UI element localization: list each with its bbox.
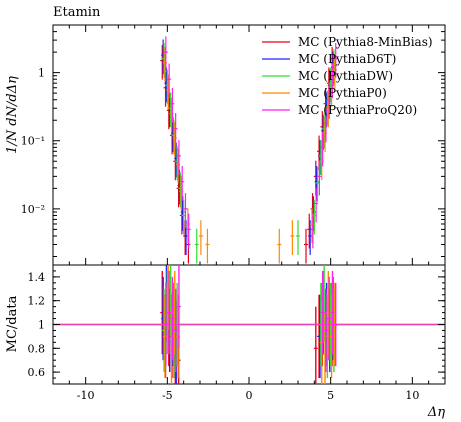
ratio-point bbox=[320, 270, 325, 355]
data-point bbox=[296, 220, 300, 255]
y-tick-label: 10⁻¹ bbox=[21, 135, 45, 148]
data-point bbox=[194, 228, 199, 264]
legend-entry: MC (PythiaProQ20) bbox=[262, 103, 417, 117]
ratio-point bbox=[327, 276, 332, 361]
data-point bbox=[205, 228, 210, 264]
chart-title: Etamin bbox=[53, 5, 101, 20]
svg-text:MC (PythiaD6T): MC (PythiaD6T) bbox=[298, 52, 396, 66]
main-panel: 10⁻² 10⁻¹ 1 1/N dN/dΔη bbox=[5, 24, 446, 266]
legend-entry: MC (PythiaD6T) bbox=[262, 52, 396, 66]
data-point bbox=[314, 187, 319, 223]
y-tick-label: 0.6 bbox=[28, 366, 46, 379]
svg-text:MC (PythiaP0): MC (PythiaP0) bbox=[298, 86, 387, 100]
data-point bbox=[304, 228, 308, 264]
data-point bbox=[317, 160, 322, 196]
data-point bbox=[330, 63, 335, 99]
svg-text:MC (PythiaDW): MC (PythiaDW) bbox=[298, 69, 393, 83]
x-tick-label: -5 bbox=[162, 389, 173, 402]
x-tick-label: 5 bbox=[327, 389, 334, 402]
data-point bbox=[176, 140, 181, 175]
ratio-point bbox=[176, 265, 181, 349]
data-point bbox=[180, 166, 185, 201]
data-point bbox=[183, 193, 188, 228]
y-tick-label: 10⁻² bbox=[21, 203, 45, 216]
y-tick-label: 0.8 bbox=[28, 342, 46, 355]
legend-entry: MC (PythiaDW) bbox=[262, 69, 393, 83]
data-point bbox=[198, 220, 203, 255]
y-tick-label: 1.2 bbox=[28, 295, 46, 308]
data-point bbox=[167, 63, 172, 99]
data-point bbox=[163, 36, 168, 72]
x-tick-label: -10 bbox=[77, 389, 95, 402]
data-point bbox=[186, 213, 191, 249]
ratio-point bbox=[330, 270, 335, 355]
ratio-panel: 0.6 0.8 1 1.2 1.4 MC/data bbox=[5, 264, 446, 385]
data-point bbox=[290, 220, 295, 255]
y-tick-label: 1 bbox=[38, 67, 45, 80]
svg-text:MC (Pythia8-MinBias): MC (Pythia8-MinBias) bbox=[298, 35, 433, 49]
data-point bbox=[277, 228, 282, 264]
ratio-point bbox=[173, 288, 178, 373]
ratio-point bbox=[323, 288, 328, 373]
ratio-y-axis-label: MC/data bbox=[5, 295, 20, 352]
y-tick-label: 1 bbox=[38, 319, 45, 332]
x-tick-label: 0 bbox=[246, 389, 253, 402]
legend-entry: MC (Pythia8-MinBias) bbox=[262, 35, 433, 49]
main-y-axis-label: 1/N dN/dΔη bbox=[5, 76, 20, 154]
data-point bbox=[323, 107, 328, 143]
ratio-point bbox=[313, 306, 318, 384]
ratio-point bbox=[170, 276, 175, 361]
legend-entry: MC (PythiaP0) bbox=[262, 86, 387, 100]
x-axis-label: Δη bbox=[427, 405, 445, 420]
data-point bbox=[327, 84, 332, 119]
data-point bbox=[310, 213, 315, 249]
legend: MC (Pythia8-MinBias) MC (PythiaD6T) MC (Py… bbox=[262, 35, 433, 117]
data-point bbox=[170, 87, 175, 123]
y-tick-label: 1.4 bbox=[28, 271, 46, 284]
x-tick-label: 10 bbox=[405, 389, 419, 402]
data-point bbox=[320, 131, 325, 167]
ratio-point bbox=[167, 270, 172, 355]
svg-text:MC (PythiaProQ20): MC (PythiaProQ20) bbox=[298, 103, 417, 117]
data-point bbox=[333, 43, 338, 78]
data-point bbox=[173, 113, 178, 148]
